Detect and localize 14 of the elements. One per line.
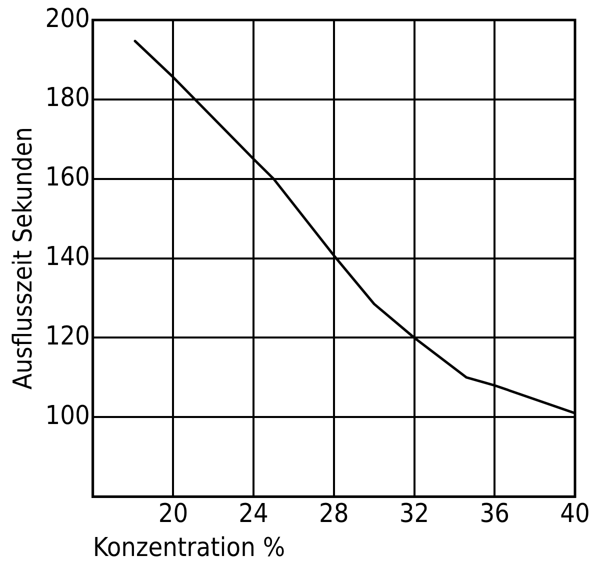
x-tick-label: 24 <box>238 498 268 529</box>
x-tick-label: 28 <box>319 498 349 529</box>
x-tick-label: 40 <box>560 498 590 529</box>
y-axis-title: Ausflusszeit Sekunden <box>8 127 38 390</box>
y-tick-label: 100 <box>45 400 90 431</box>
y-tick-label: 120 <box>45 321 90 352</box>
y-tick-label: 180 <box>45 83 90 114</box>
y-tick-label: 200 <box>45 4 90 34</box>
y-tick-label: 140 <box>45 242 90 272</box>
x-tick-label: 20 <box>158 498 188 529</box>
x-tick-label: 32 <box>399 498 430 529</box>
x-axis-title: Konzentration % <box>92 533 286 564</box>
x-tick-label: 36 <box>480 498 510 529</box>
y-tick-label: 160 <box>45 162 90 193</box>
